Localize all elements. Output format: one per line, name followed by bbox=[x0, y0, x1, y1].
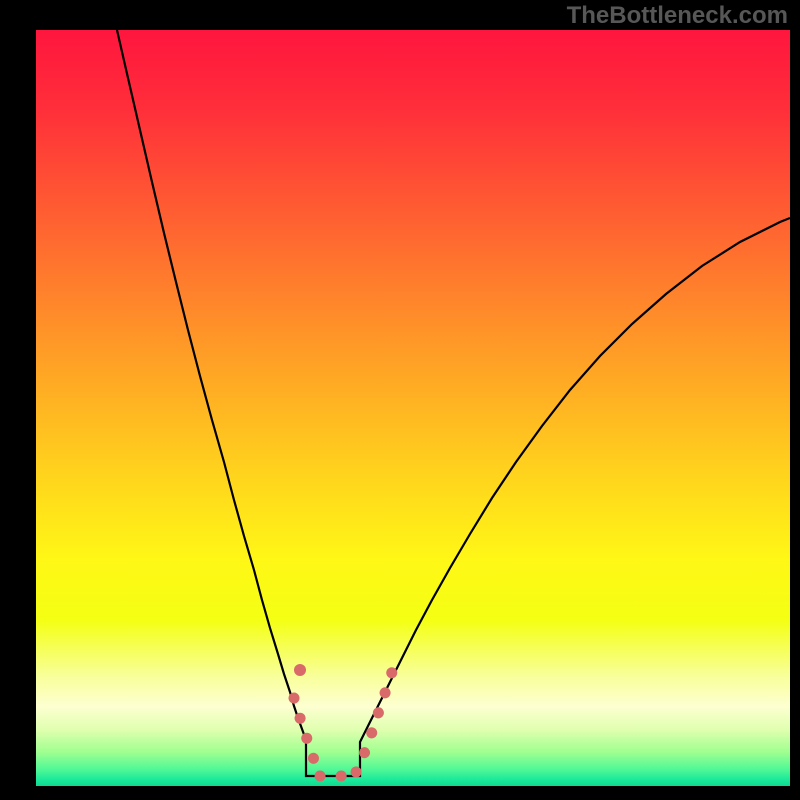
highlight-dot-isolated bbox=[294, 664, 306, 676]
plot-svg bbox=[36, 30, 790, 786]
plot-area bbox=[36, 30, 790, 786]
gradient-background bbox=[36, 30, 790, 786]
watermark-text: TheBottleneck.com bbox=[567, 2, 788, 30]
